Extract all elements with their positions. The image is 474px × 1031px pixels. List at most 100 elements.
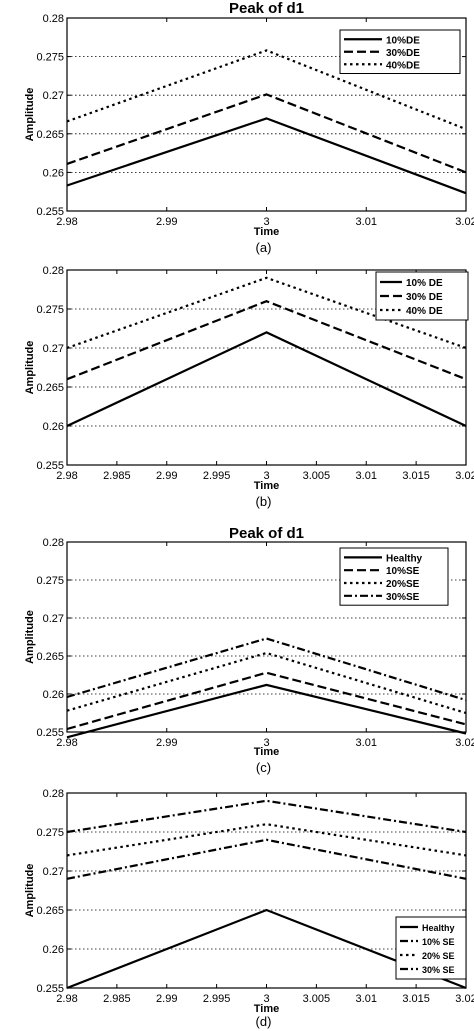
y-tick-label: 0.255: [36, 727, 64, 739]
panel-caption: (b): [256, 494, 272, 509]
x-tick-label: 2.98: [56, 470, 77, 482]
legend: Healthy 10%SE 20%SE 30%SE: [339, 547, 449, 606]
x-tick-label: 3.015: [402, 470, 430, 482]
x-tick-label: 3: [263, 737, 269, 749]
y-tick-label: 0.275: [36, 827, 64, 839]
series-line-3: [66, 49, 467, 131]
y-tick-label: 0.27: [43, 90, 64, 102]
y-tick-label: 0.265: [36, 651, 64, 663]
x-tick-label: 2.995: [203, 993, 231, 1005]
x-tick-label: 3.02: [455, 737, 474, 749]
legend: Healthy 10% SE 20% SE 30% SE: [395, 916, 467, 980]
x-tick-label: 2.99: [156, 470, 177, 482]
x-tick-label: 2.99: [156, 737, 177, 749]
x-tick-label: 2.98: [56, 737, 77, 749]
y-axis-label: Amplitude: [24, 88, 36, 142]
x-tick-label: 3.02: [455, 216, 474, 228]
y-tick-label: 0.28: [43, 13, 64, 25]
y-tick-label: 0.265: [36, 129, 64, 141]
panel-caption: (c): [256, 760, 271, 775]
panel-2: 0.255 0.26 0.265 0.27 0.275 0.28 2.98 2.985 2.99…: [24, 265, 474, 509]
y-tick-label: 0.255: [36, 206, 64, 218]
x-tick-label: 2.99: [156, 993, 177, 1005]
y-tick-label: 0.275: [36, 304, 64, 316]
legend-label: Healthy: [422, 923, 455, 933]
series-line-2: [66, 671, 467, 731]
y-tick-label: 0.28: [43, 537, 64, 549]
series-line-2: [66, 838, 467, 880]
y-axis-label: Amplitude: [24, 341, 36, 395]
y-tick-label: 0.28: [43, 788, 64, 800]
x-tick-label: 3.01: [356, 993, 377, 1005]
panel-1: 0.255 0.26 0.265 0.27 0.275 0.28 2.98 2.99 3 3.01…: [24, 0, 474, 255]
y-tick-label: 0.27: [43, 613, 64, 625]
y-tick-label: 0.275: [36, 52, 64, 64]
series-line-3: [66, 823, 467, 857]
series-line-4: [66, 799, 467, 834]
legend-box: [375, 271, 469, 321]
y-tick-label: 0.26: [43, 167, 64, 179]
legend-label: 30%DE: [386, 48, 420, 59]
x-tick-label: 3.01: [356, 737, 377, 749]
legend-label: 40%DE: [386, 60, 420, 71]
series-line-1: [66, 331, 467, 427]
x-tick-label: 2.985: [103, 993, 131, 1005]
x-tick-label: 2.98: [56, 993, 77, 1005]
x-tick-label: 3.005: [303, 993, 331, 1005]
y-tick-label: 0.26: [43, 421, 64, 433]
y-tick-label: 0.255: [36, 460, 64, 472]
legend-label: Healthy: [386, 553, 423, 564]
x-tick-label: 3.015: [402, 993, 430, 1005]
legend-label: 20%SE: [386, 579, 420, 590]
panel-4: 0.255 0.26 0.265 0.27 0.275 0.28 2.98 2.985 2.99…: [24, 788, 474, 1029]
series-line-3: [66, 276, 467, 350]
legend-label: 30% SE: [422, 965, 455, 975]
x-tick-label: 3.005: [303, 470, 331, 482]
x-axis-label: Time: [254, 746, 279, 758]
y-tick-label: 0.27: [43, 343, 64, 355]
x-tick-label: 3.02: [455, 470, 474, 482]
legend-label: 10% DE: [406, 278, 443, 289]
legend-label: 10%DE: [386, 35, 420, 46]
y-tick-label: 0.255: [36, 983, 64, 995]
x-tick-label: 3: [263, 216, 269, 228]
legend: 10% DE 30% DE 40% DE: [375, 271, 469, 321]
series-line-4: [66, 637, 467, 702]
y-tick-label: 0.265: [36, 382, 64, 394]
legend-label: 20% SE: [422, 951, 455, 961]
x-tick-label: 2.98: [56, 216, 77, 228]
legend-label: 10%SE: [386, 566, 420, 577]
chart-title: Peak of d1: [229, 0, 304, 17]
x-axis-label: Time: [254, 1003, 279, 1015]
legend-label: 30%SE: [386, 592, 420, 603]
series-line-2: [66, 93, 467, 174]
x-axis-label: Time: [254, 480, 279, 492]
x-tick-label: 2.99: [156, 216, 177, 228]
y-tick-label: 0.265: [36, 905, 64, 917]
x-tick-label: 2.995: [203, 470, 231, 482]
x-tick-label: 3.01: [356, 216, 377, 228]
y-axis-label: Amplitude: [24, 864, 36, 918]
y-tick-label: 0.26: [43, 944, 64, 956]
legend-label: 10% SE: [422, 937, 455, 947]
y-tick-label: 0.275: [36, 575, 64, 587]
y-tick-label: 0.28: [43, 265, 64, 277]
x-tick-label: 3: [263, 470, 269, 482]
x-tick-label: 2.985: [103, 470, 131, 482]
x-tick-label: 3.01: [356, 470, 377, 482]
x-axis-label: Time: [254, 226, 279, 238]
y-axis-label: Amplitude: [24, 610, 36, 664]
series-line-2: [66, 300, 467, 381]
x-tick-label: 3.02: [455, 993, 474, 1005]
panel-3: 0.255 0.26 0.265 0.27 0.275 0.28 2.98 2.99 3 3.01…: [24, 525, 474, 775]
y-tick-label: 0.26: [43, 689, 64, 701]
x-tick-label: 3: [263, 993, 269, 1005]
panel-caption: (a): [256, 240, 272, 255]
panel-caption: (d): [256, 1014, 272, 1029]
chart-title: Peak of d1: [229, 525, 304, 542]
series-line-1: [66, 683, 467, 739]
legend-label: 40% DE: [406, 306, 443, 317]
